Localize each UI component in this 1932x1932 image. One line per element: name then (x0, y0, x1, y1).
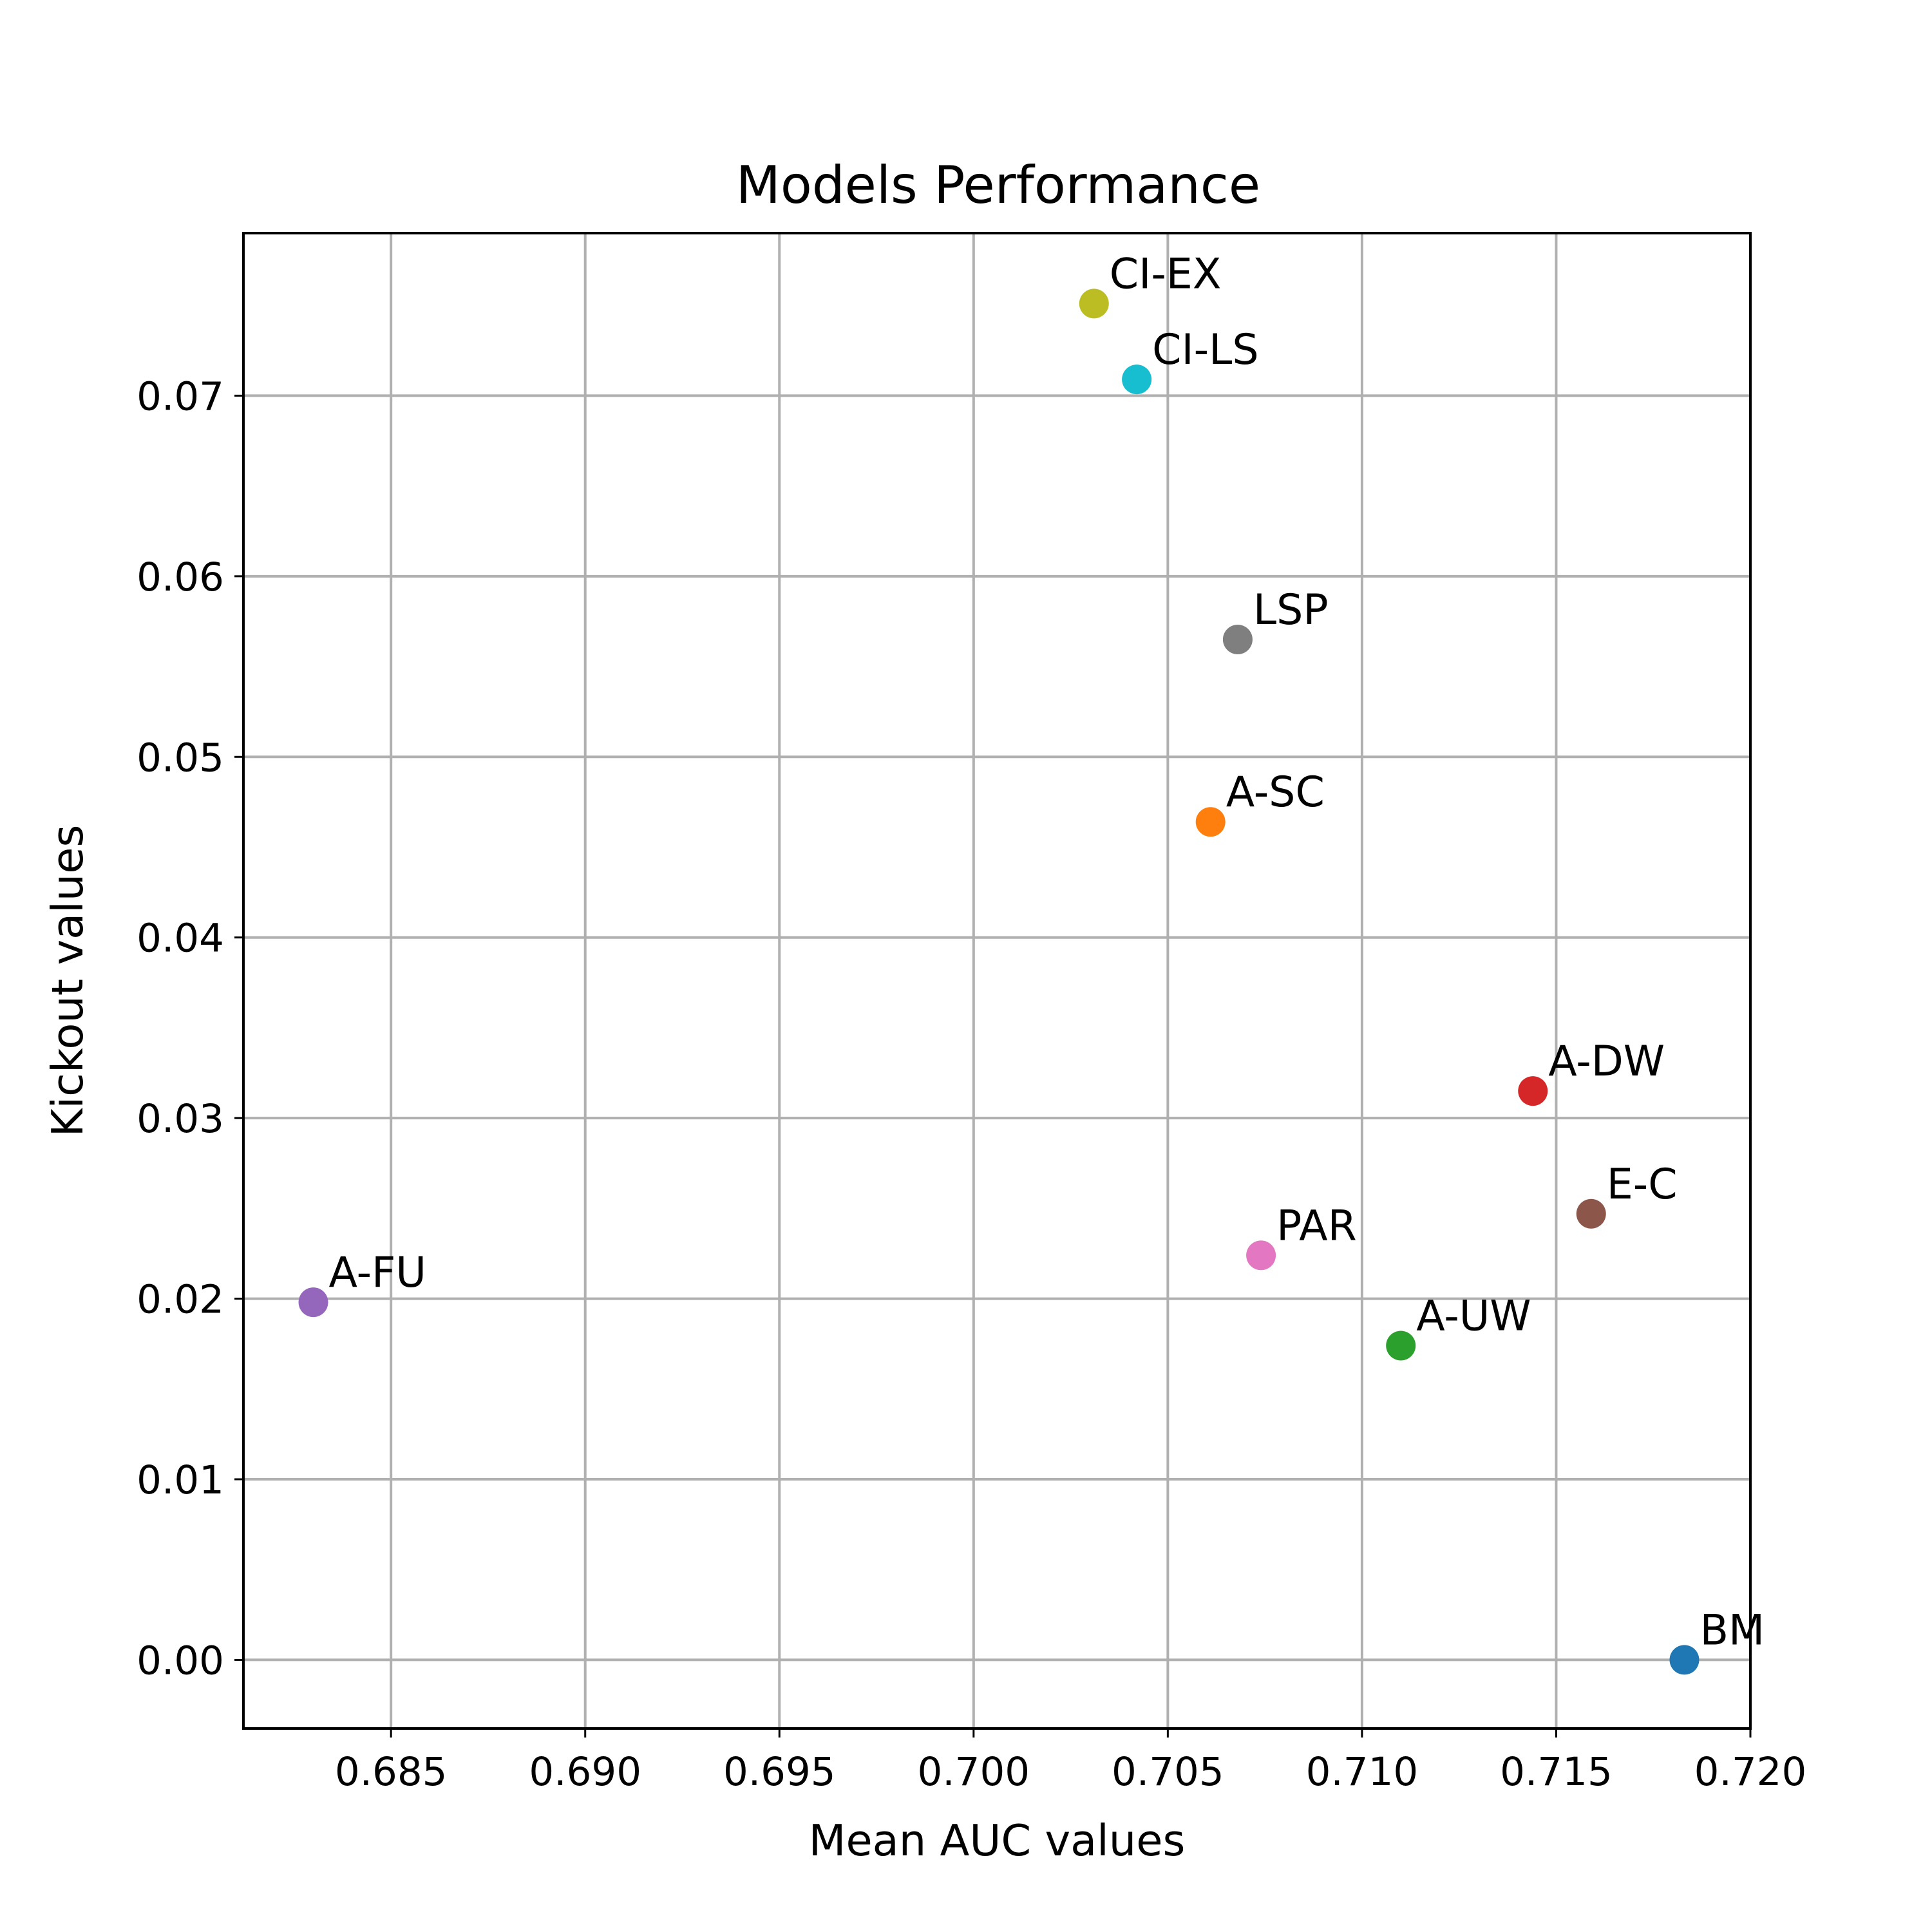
y-tick-label: 0.04 (137, 916, 224, 961)
grid-layer (243, 233, 1752, 1728)
y-tick-label: 0.05 (137, 735, 224, 781)
data-point-label: E-C (1607, 1160, 1678, 1209)
data-point-label: LSP (1253, 586, 1329, 634)
x-axis-title: Mean AUC values (809, 1815, 1186, 1866)
data-point (1518, 1076, 1548, 1106)
x-tick-label: 0.710 (1306, 1749, 1419, 1795)
x-tick-label: 0.720 (1694, 1749, 1807, 1795)
y-tick-label: 0.03 (137, 1096, 224, 1142)
data-point (298, 1287, 328, 1318)
x-tick-label: 0.695 (723, 1749, 836, 1795)
data-point-label: A-DW (1548, 1037, 1665, 1086)
y-axis-title: Kickout values (43, 825, 93, 1137)
y-tick-label: 0.06 (137, 554, 224, 600)
x-tick-label: 0.700 (917, 1749, 1030, 1795)
points-layer: BM A-SC A-UW A-DW A-FU E-C PAR LSP CI-EX CI-LS (298, 250, 1765, 1675)
y-tick-label: 0.01 (137, 1457, 224, 1503)
data-point (1246, 1240, 1276, 1271)
data-point (1669, 1645, 1700, 1675)
data-point (1079, 289, 1109, 319)
y-tick-label: 0.07 (137, 374, 224, 419)
x-tick-label: 0.715 (1500, 1749, 1613, 1795)
plot-frame (242, 232, 1752, 1730)
data-point-label: CI-LS (1152, 326, 1258, 374)
tick-layer: 0.685 0.690 0.695 0.700 0.705 0.710 0.715 0.720… (137, 374, 1806, 1795)
data-point (1122, 365, 1152, 395)
x-tick-label: 0.685 (335, 1749, 448, 1795)
y-tick-label: 0.00 (137, 1638, 224, 1683)
y-tick-label: 0.02 (137, 1277, 224, 1323)
data-point (1195, 807, 1226, 837)
data-point-label: CI-EX (1110, 250, 1222, 298)
data-point (1222, 624, 1253, 654)
data-point (1386, 1331, 1416, 1361)
data-point-label: BM (1700, 1606, 1765, 1654)
data-point-label: A-UW (1416, 1292, 1531, 1340)
data-point-label: A-SC (1226, 768, 1325, 817)
x-tick-label: 0.705 (1112, 1749, 1224, 1795)
x-tick-label: 0.690 (529, 1749, 641, 1795)
data-point-label: PAR (1276, 1202, 1357, 1250)
data-point-label: A-FU (329, 1249, 426, 1297)
chart-title: Models Performance (736, 155, 1260, 215)
data-point (1576, 1198, 1606, 1229)
